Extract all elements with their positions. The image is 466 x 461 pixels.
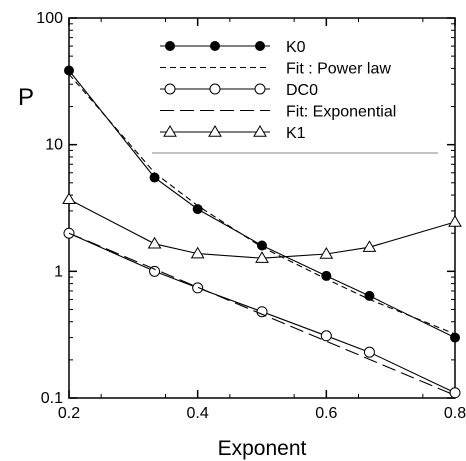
legend-item: K1 xyxy=(160,125,306,142)
legend-item: DC0 xyxy=(160,82,318,99)
data-point xyxy=(364,290,375,301)
data-point xyxy=(149,172,160,183)
y-axis-title: P xyxy=(18,84,34,111)
x-tick-label: 0.6 xyxy=(315,405,337,422)
series-line xyxy=(68,73,456,335)
legend-marker xyxy=(253,125,267,137)
legend-label: K1 xyxy=(286,125,306,142)
data-point xyxy=(449,387,461,399)
data-point xyxy=(149,265,161,277)
plot-frame xyxy=(68,17,456,399)
data-point xyxy=(64,65,74,76)
series-fit-power-law xyxy=(68,73,456,335)
data-point xyxy=(450,332,460,343)
data-point xyxy=(255,251,269,263)
x-tick-label: 0.4 xyxy=(187,405,209,422)
x-tick-label: 0.2 xyxy=(58,405,80,422)
legend-marker xyxy=(208,125,222,137)
legend-marker xyxy=(165,41,175,51)
y-tick-label: 1 xyxy=(54,263,63,280)
y-tick-label: 0.1 xyxy=(41,390,63,407)
series-k1 xyxy=(62,192,462,263)
y-tick-label: 100 xyxy=(36,10,63,27)
legend-label: Fit: Exponential xyxy=(286,104,396,121)
data-point xyxy=(448,215,462,227)
data-point xyxy=(320,330,332,342)
legend-label: K0 xyxy=(286,39,306,56)
legend-item: K0 xyxy=(160,39,306,56)
data-point xyxy=(362,240,377,252)
x-tick-label: 0.8 xyxy=(444,405,466,422)
legend-item: Fit : Power law xyxy=(160,61,391,78)
legend-marker xyxy=(254,83,266,95)
data-point xyxy=(192,282,204,294)
legend-marker xyxy=(210,41,220,51)
legend-marker xyxy=(164,83,176,95)
series-fit-exponential xyxy=(68,232,456,396)
legend-label: DC0 xyxy=(286,82,318,99)
series-line xyxy=(68,232,456,396)
series-k0 xyxy=(64,65,460,343)
legend-marker xyxy=(163,125,177,137)
legend-marker xyxy=(255,41,265,51)
legend-label: Fit : Power law xyxy=(286,61,391,78)
data-point xyxy=(363,346,375,358)
data-point xyxy=(62,192,76,205)
legend-item: Fit: Exponential xyxy=(160,104,396,121)
data-point xyxy=(190,246,205,259)
data-point xyxy=(319,247,334,259)
y-tick-label: 10 xyxy=(45,137,63,154)
legend-marker xyxy=(209,83,221,95)
data-point xyxy=(147,236,162,249)
legend: K0 Fit : Power law DC0 Fit: Exponential K1 xyxy=(152,39,438,154)
series-layer xyxy=(62,65,462,399)
x-axis-title: Exponent xyxy=(218,437,307,460)
